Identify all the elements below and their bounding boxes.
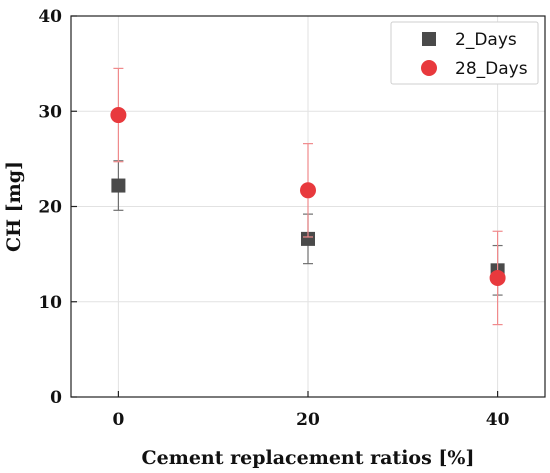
data-point	[300, 182, 316, 199]
legend-marker	[421, 60, 437, 76]
y-tick-label: 0	[50, 388, 62, 408]
y-tick-label: 30	[38, 102, 62, 122]
data-series	[110, 67, 506, 326]
x-axis-title: Cement replacement ratios [%]	[142, 447, 475, 469]
y-tick-label: 40	[38, 7, 62, 27]
data-point	[301, 231, 315, 246]
x-tick-label: 20	[296, 410, 320, 430]
x-tick-label: 0	[112, 410, 124, 430]
axis-ticks: 0 10 20 30 40 0 20 40	[38, 7, 509, 430]
x-tick-label: 40	[486, 410, 510, 430]
legend-label: 2_Days	[455, 30, 517, 50]
legend-marker	[422, 32, 436, 46]
data-point	[111, 178, 126, 193]
y-axis-title: CH [mg]	[3, 161, 25, 252]
y-tick-label: 10	[38, 293, 62, 313]
data-point	[489, 269, 506, 286]
legend: 2_Days 28_Days	[390, 21, 539, 85]
series-28_Days	[110, 67, 506, 326]
data-point	[110, 107, 127, 124]
legend-label: 28_Days	[455, 59, 528, 79]
y-tick-label: 20	[38, 198, 62, 218]
